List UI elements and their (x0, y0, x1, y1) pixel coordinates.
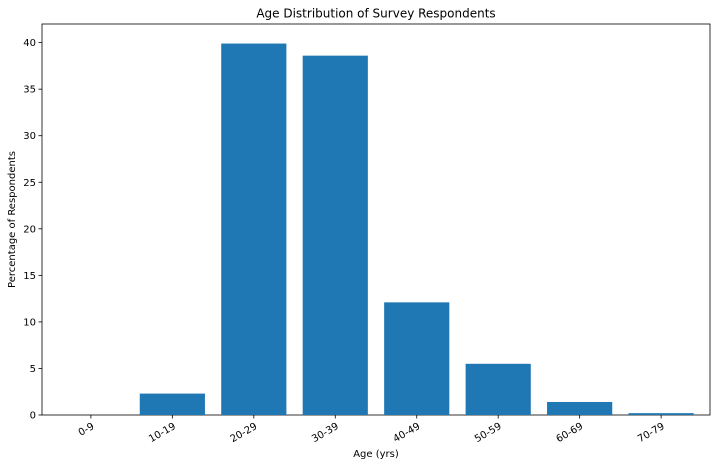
x-axis-label: Age (yrs) (353, 449, 399, 460)
y-tick-label: 25 (23, 178, 36, 189)
x-tick-label: 40-49 (392, 421, 423, 445)
chart-title: Age Distribution of Survey Respondents (256, 7, 495, 21)
x-tick-label: 20-29 (229, 421, 260, 445)
x-tick-label: 30-39 (310, 421, 341, 445)
y-tick-label: 35 (23, 85, 36, 96)
y-tick-label: 20 (23, 224, 36, 235)
bar-40-49 (384, 302, 450, 415)
y-tick-label: 40 (23, 38, 36, 49)
bars (139, 43, 694, 416)
y-axis-label: Percentage of Respondents (7, 151, 18, 288)
bar-20-29 (221, 43, 287, 416)
x-axis: 0-9 10-19 20-29 30-39 40-49 50-59 60-69 70-79 (77, 415, 667, 445)
y-tick-label: 5 (30, 364, 36, 375)
plot-area (41, 23, 711, 416)
x-tick-label: 50-59 (473, 421, 504, 445)
y-tick-label: 30 (23, 131, 36, 142)
y-tick-label: 10 (23, 317, 36, 328)
bar-70-79 (628, 413, 694, 415)
y-tick-label: 15 (23, 271, 36, 282)
x-tick-label: 0-9 (77, 421, 97, 439)
bar-60-69 (547, 401, 613, 415)
bar-30-39 (302, 55, 368, 416)
y-tick-label: 0 (30, 411, 36, 422)
x-tick-label: 10-19 (147, 421, 178, 445)
x-tick-label: 70-79 (636, 421, 667, 445)
bar-50-59 (465, 363, 531, 415)
x-tick-label: 60-69 (554, 421, 585, 445)
bar-10-19 (139, 393, 205, 415)
y-axis: 0 5 10 15 20 25 30 35 40 (23, 38, 42, 422)
